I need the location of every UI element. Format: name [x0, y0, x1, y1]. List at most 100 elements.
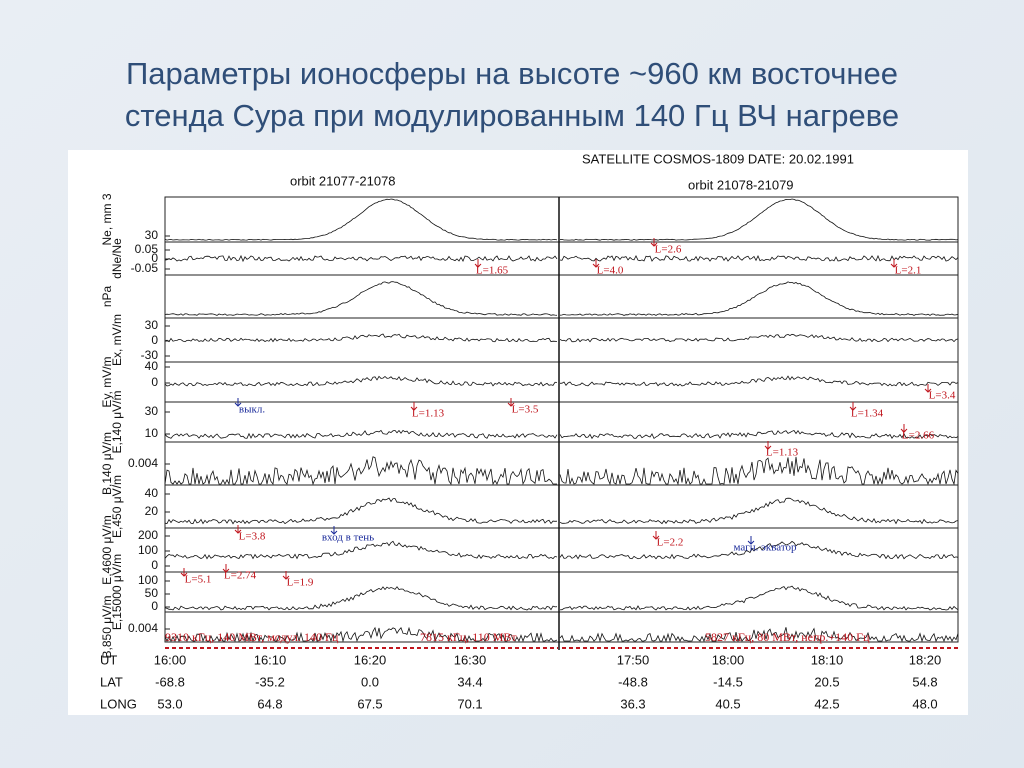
cell: 40.5	[715, 696, 740, 711]
figure	[68, 150, 968, 715]
arrow	[410, 402, 418, 411]
arrow	[652, 531, 660, 540]
y-tick-label: 0	[151, 333, 158, 347]
cell: 17:50	[617, 652, 650, 667]
y-tick-label: -30	[141, 348, 159, 362]
arrow	[764, 441, 772, 450]
annotation: L=3.4	[929, 390, 956, 402]
panel-frame	[164, 611, 959, 643]
trace	[559, 456, 959, 486]
y-tick-label: -0.05	[131, 261, 159, 275]
annotation: выкл.	[239, 404, 265, 416]
trace	[559, 540, 959, 560]
annotation: вход в тень	[322, 532, 374, 544]
arrow	[474, 259, 482, 268]
arrow	[592, 259, 600, 268]
y-tick-label: 0	[151, 375, 158, 389]
trace	[164, 281, 558, 316]
trace	[164, 586, 558, 611]
trace	[164, 375, 558, 387]
y-axis-label: Ex, mV/m	[110, 314, 124, 366]
y-tick-label: 10	[145, 426, 159, 440]
title-line: Параметры ионосферы на высоте ~960 км во…	[126, 56, 898, 91]
y-tick-label: 40	[145, 486, 159, 500]
y-tick-label: 40	[145, 359, 159, 373]
cell: 16:20	[354, 652, 387, 667]
arrow	[849, 402, 857, 411]
trace	[164, 254, 558, 263]
y-axis-label: E,140 μV/m	[110, 391, 124, 454]
trace	[559, 627, 959, 643]
y-axis-label: B,140 μV/m	[100, 432, 114, 495]
arrow	[507, 398, 515, 407]
annotation: L=1.13	[412, 408, 445, 420]
orbit-label: orbit 21078-21079	[688, 177, 794, 192]
annotation: L=3.5	[512, 404, 539, 416]
arrow	[222, 564, 230, 573]
annotation: магн. экватор	[733, 542, 797, 554]
cell: 16:10	[254, 652, 287, 667]
annotation: L=5.1	[185, 574, 212, 586]
trace	[164, 333, 558, 343]
cell: 42.5	[814, 696, 839, 711]
trace	[559, 333, 959, 343]
cell: 18:00	[712, 652, 745, 667]
cell: -48.8	[618, 674, 648, 689]
trace	[164, 626, 558, 643]
trace	[164, 456, 557, 486]
cell: 48.0	[912, 696, 937, 711]
trace	[559, 497, 959, 525]
trace	[559, 254, 959, 262]
cell: 70.1	[457, 696, 482, 711]
cell: 34.4	[457, 674, 482, 689]
y-tick-label: 100	[138, 543, 158, 557]
y-axis-label: E,4600 μV/m	[100, 515, 114, 585]
y-axis-label: dNe/Ne	[110, 238, 124, 279]
figure-header: SATELLITE COSMOS-1809 DATE: 20.02.1991	[582, 151, 854, 166]
arrow	[924, 384, 932, 393]
y-tick-label: 0.004	[128, 456, 158, 470]
annotation: L=4.0	[597, 265, 624, 277]
y-axis-label: B,850 μV/m	[100, 596, 114, 659]
row-label: LONG	[100, 696, 137, 711]
annotation: L=1.9	[287, 577, 314, 589]
cell: 64.8	[257, 696, 282, 711]
cell: 0.0	[361, 674, 379, 689]
y-tick-label: 50	[145, 586, 159, 600]
y-axis-label: Ne, mm 3	[100, 193, 114, 245]
transmitter-note: 7815 кГц, 110 МВт	[420, 630, 517, 644]
y-tick-label: 0	[151, 558, 158, 572]
y-tick-label: 0	[151, 599, 158, 613]
trace	[559, 585, 959, 611]
cell: 54.8	[912, 674, 937, 689]
cell: 16:00	[154, 652, 187, 667]
trace	[164, 540, 558, 560]
title-line: стенда Сура при модулированным 140 Гц ВЧ…	[125, 98, 899, 133]
y-tick-label: 100	[138, 573, 158, 587]
arrow	[890, 259, 898, 268]
arrow	[900, 424, 908, 433]
arrow	[330, 526, 338, 535]
annotation: L=2.74	[224, 570, 257, 582]
y-tick-label: 0.05	[135, 242, 159, 256]
trace	[559, 198, 959, 241]
annotation: L=1.34	[851, 408, 884, 420]
cell: -68.8	[155, 674, 185, 689]
arrow	[180, 568, 188, 577]
cell: -14.5	[713, 674, 743, 689]
y-tick-label: 30	[145, 318, 159, 332]
annotation: L=2.66	[902, 430, 935, 442]
y-tick-label: 200	[138, 528, 158, 542]
annotation: L=2.6	[655, 244, 682, 256]
cell: 67.5	[357, 696, 382, 711]
trace	[559, 281, 959, 316]
trace	[559, 429, 959, 440]
arrow	[650, 238, 658, 247]
y-axis-label: Ey, mV/m	[100, 356, 114, 407]
cell: 16:30	[454, 652, 487, 667]
annotation: L=1.13	[766, 447, 799, 459]
arrow	[234, 525, 242, 534]
row-label: LAT	[100, 674, 123, 689]
